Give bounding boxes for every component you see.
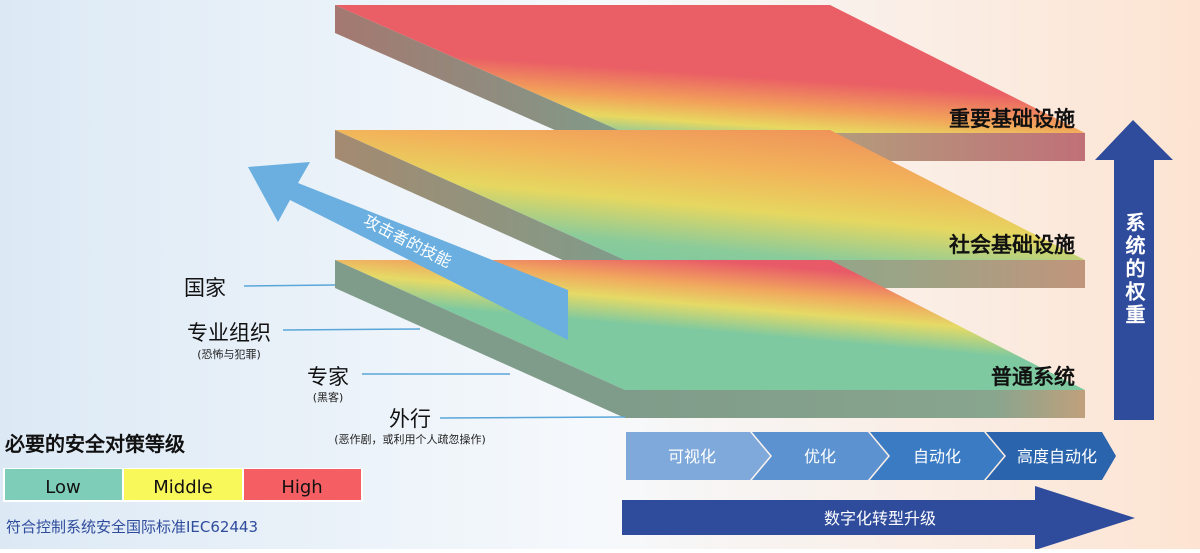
attacker-sublabel-amateur: (恶作剧，或利用个人疏忽操作) — [334, 432, 486, 446]
stage-chevron — [870, 432, 1004, 480]
stage-label: 自动化 — [913, 447, 961, 466]
attacker-arrow-shape — [248, 162, 568, 340]
attacker-label-expert: 专家 — [307, 365, 349, 389]
legend-label-high: High — [281, 477, 322, 498]
weight-arrow-shape — [1095, 120, 1173, 420]
digital-transformation-arrow: 数字化转型升级 — [622, 486, 1135, 550]
stage-chevron — [752, 432, 888, 480]
attacker-label-amateur: 外行 — [389, 407, 431, 431]
legend: 必要的安全对策等级 Low Middle High 符合控制系统安全国际标准IE… — [3, 432, 363, 536]
attacker-levels: 国家 专业组织 (恐怖与犯罪) 专家 (黑客) 外行 (恶作剧，或利用个人疏忽操… — [184, 276, 626, 446]
layer-side-face — [335, 130, 625, 288]
stage-label: 高度自动化 — [1017, 447, 1097, 466]
layer-top-face — [335, 5, 1085, 133]
transform-arrow-shape — [622, 486, 1135, 550]
layer-side-face — [335, 5, 625, 161]
transform-arrow-label: 数字化转型升级 — [824, 509, 936, 528]
layer-front-face — [625, 390, 1085, 418]
stage-label: 优化 — [804, 447, 836, 466]
system-weight-arrow — [1095, 120, 1173, 420]
legend-swatch-high — [244, 469, 361, 500]
leader-line — [439, 416, 626, 419]
layer-side-face — [335, 260, 625, 418]
legend-label-middle: Middle — [153, 477, 212, 498]
layer-label: 社会基础设施 — [948, 233, 1075, 257]
stage-label: 可视化 — [668, 447, 716, 466]
weight-arrow-label: 系统的权重 — [1122, 212, 1146, 327]
stage-chevron — [986, 432, 1116, 480]
leader-line — [243, 284, 336, 287]
stage-chevron — [626, 432, 770, 480]
layer-top-face — [335, 130, 1085, 260]
stage-chevrons: 可视化 优化 自动化 高度自动化 — [626, 432, 1116, 480]
legend-label-low: Low — [45, 477, 80, 498]
layer-label: 重要基础设施 — [949, 107, 1075, 131]
legend-swatch-middle — [124, 469, 242, 500]
attacker-label-organization: 专业组织 — [187, 321, 271, 345]
footnote: 符合控制系统安全国际标准IEC62443 — [6, 518, 258, 536]
legend-title: 必要的安全对策等级 — [4, 432, 185, 456]
leader-line — [282, 328, 421, 331]
layer-label: 普通系统 — [991, 365, 1075, 389]
attacker-label-nation: 国家 — [184, 276, 226, 300]
attacker-sublabel-expert: (黑客) — [313, 390, 344, 404]
legend-swatch-low — [5, 469, 122, 500]
attacker-sublabel-organization: (恐怖与犯罪) — [197, 347, 261, 361]
